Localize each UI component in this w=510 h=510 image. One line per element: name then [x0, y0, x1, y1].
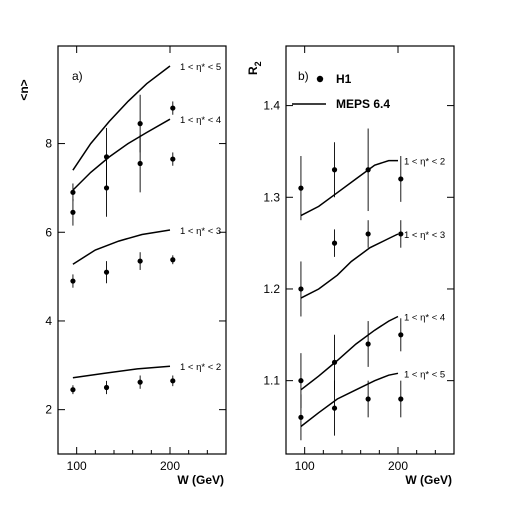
data-point: [365, 167, 371, 173]
curve-label: 1 < η* < 5: [180, 62, 221, 73]
meps-curve: [300, 315, 399, 391]
panel-b-tag: b): [298, 69, 309, 83]
meps-curve: [300, 233, 399, 299]
data-point: [365, 231, 371, 237]
panel-b-y-axis-title: R2: [246, 61, 263, 75]
curve-label: 1 < η* < 2: [180, 362, 221, 373]
data-point: [103, 384, 110, 391]
data-point: [103, 269, 110, 275]
curve-label: 1 < η* < 4: [404, 312, 445, 323]
series-b-4: 1 < η* < 5: [298, 369, 445, 441]
data-point: [398, 396, 404, 402]
data-point: [398, 176, 404, 182]
panel-b-legend: H1 MEPS 6.4: [292, 72, 390, 111]
curve-label: 1 < η* < 5: [404, 369, 445, 380]
y-tick-label: 1.4: [263, 99, 280, 113]
panel-b-x-axis-title: W (GeV): [405, 473, 452, 487]
data-point: [103, 185, 110, 191]
data-point: [70, 189, 76, 195]
y-tick-label: 6: [45, 225, 52, 239]
meps-curve: [300, 159, 398, 217]
panel-a-frame: [57, 45, 227, 455]
data-point: [170, 156, 176, 162]
panel-a-series: 1 < η* < 5 1 < η* < 4 1 < η* < 3 1 < η* < 2: [70, 62, 221, 395]
curve-label: 1 < η* < 2: [404, 157, 445, 168]
meps-curve: [72, 229, 171, 265]
y-tick-label: 2: [45, 403, 52, 417]
series-b-2: 1 < η* < 3: [298, 220, 445, 317]
meps-curve: [300, 372, 399, 428]
data-point: [398, 332, 404, 338]
meps-curve: [72, 65, 171, 171]
panel-b-y-axis-title-sub: 2: [253, 61, 263, 66]
data-point: [331, 359, 338, 365]
legend-meps-label: MEPS 6.4: [336, 97, 390, 111]
y-tick-label: 4: [45, 314, 52, 328]
data-point: [365, 341, 371, 347]
data-point: [298, 414, 304, 420]
panel-b-y-axis-title-main: R: [246, 66, 260, 75]
panel-a-ticks: 100 200 2 4 6 8: [45, 46, 227, 473]
data-point: [298, 378, 304, 384]
panel-a-tag: a): [72, 69, 83, 83]
x-tick-label: 100: [67, 459, 87, 473]
data-point: [365, 396, 371, 402]
series-a-1: 1 < η* < 5: [70, 62, 221, 202]
legend-h1-label: H1: [336, 72, 352, 86]
series-a-3: 1 < η* < 3: [70, 226, 221, 288]
data-point: [298, 185, 304, 191]
panel-b-frame: [285, 45, 455, 455]
panel-b-ticks: 100 200 1.1 1.2 1.3 1.4: [263, 46, 455, 473]
y-tick-label: 1.3: [263, 190, 280, 204]
curve-label: 1 < η* < 3: [180, 226, 221, 237]
y-tick-label: 8: [45, 137, 52, 151]
data-point: [137, 121, 143, 127]
y-tick-label: 1.2: [263, 282, 280, 296]
curve-label: 1 < η* < 3: [404, 230, 445, 241]
panel-b-series: 1 < η* < 2 1 < η* < 3 1 < η* < 4 1 < η* < 5: [298, 128, 445, 441]
data-point: [137, 258, 143, 264]
x-tick-label: 200: [160, 459, 180, 473]
legend-h1-marker: [316, 75, 324, 83]
data-point: [137, 379, 143, 385]
data-point: [137, 160, 143, 167]
data-point: [170, 257, 176, 263]
series-b-1: 1 < η* < 2: [298, 128, 445, 221]
meps-curve: [72, 365, 171, 379]
x-tick-label: 200: [388, 459, 408, 473]
data-point: [170, 378, 176, 384]
panel-a-x-axis-title: W (GeV): [177, 473, 224, 487]
series-a-2: 1 < η* < 4: [70, 115, 221, 226]
x-tick-label: 100: [295, 459, 315, 473]
data-point: [70, 278, 76, 284]
data-point: [298, 286, 304, 292]
data-point: [398, 231, 404, 237]
panel-a-y-axis-title: <n>: [17, 79, 31, 100]
data-point: [70, 387, 76, 393]
data-point: [70, 209, 76, 215]
data-point: [331, 405, 338, 411]
y-tick-label: 1.1: [263, 374, 280, 388]
series-a-4: 1 < η* < 2: [70, 362, 221, 395]
curve-label: 1 < η* < 4: [180, 115, 221, 126]
series-b-3: 1 < η* < 4: [298, 312, 445, 409]
svg-text:R2: R2: [246, 61, 263, 75]
data-point: [170, 105, 176, 111]
meps-curve: [72, 118, 171, 191]
data-point: [331, 167, 338, 173]
data-point: [331, 240, 338, 246]
panel-b-r2: b) R2 W (GeV) H1 MEPS 6.4 100 200 1.1 1.2 1.…: [246, 45, 455, 487]
